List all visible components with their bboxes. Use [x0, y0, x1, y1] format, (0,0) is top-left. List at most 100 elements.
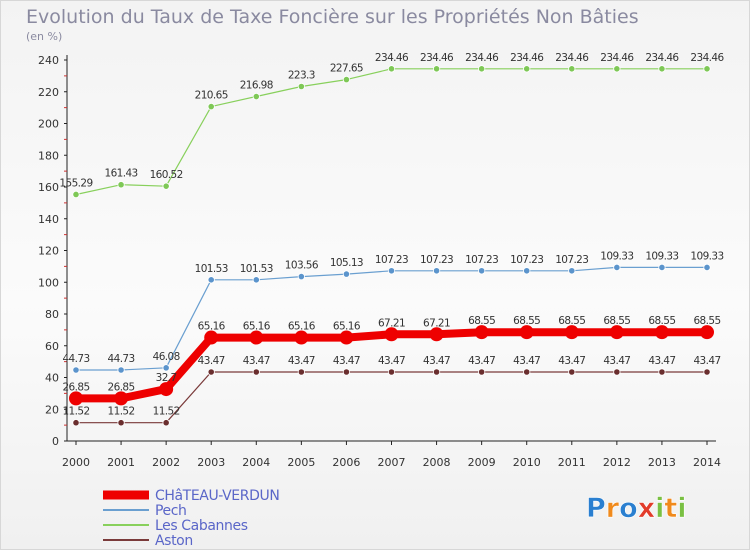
data-point: [523, 65, 531, 73]
y-tick-label: 160: [38, 181, 59, 194]
data-point: [159, 382, 174, 397]
x-tick-label: 2000: [62, 456, 90, 469]
data-label: 234.46: [645, 52, 679, 64]
data-label: 11.52: [108, 406, 135, 418]
data-label: 68.55: [468, 315, 495, 327]
data-point: [297, 368, 305, 376]
data-label: 67.21: [423, 317, 450, 329]
data-point: [117, 181, 125, 189]
data-point: [523, 368, 531, 376]
data-label: 234.46: [465, 52, 499, 64]
data-point: [342, 368, 351, 376]
brand-logo: Proxiti: [586, 493, 687, 525]
data-label: 210.65: [195, 90, 228, 102]
data-point: [613, 263, 621, 272]
data-label: 103.56: [285, 260, 319, 272]
data-point: [474, 325, 489, 340]
y-tick-label: 20: [45, 403, 59, 416]
legend-label: Pech: [155, 503, 187, 519]
data-label: 43.47: [513, 355, 540, 367]
data-point: [432, 65, 441, 73]
data-label: 43.47: [288, 355, 315, 367]
y-tick-label: 180: [38, 149, 59, 162]
data-point: [252, 92, 260, 101]
data-point: [387, 65, 396, 73]
data-label: 109.33: [600, 250, 633, 262]
data-label: 43.47: [378, 355, 405, 367]
data-point: [249, 330, 264, 345]
data-point: [387, 368, 396, 376]
data-point: [342, 76, 351, 84]
x-tick-label: 2008: [423, 456, 451, 469]
data-label: 234.46: [510, 52, 544, 64]
data-point: [703, 65, 711, 73]
y-tick-label: 80: [45, 308, 59, 321]
x-tick-label: 2011: [558, 456, 586, 469]
data-label: 11.52: [62, 406, 89, 418]
data-point: [564, 325, 579, 340]
data-point: [114, 391, 129, 406]
data-label: 43.47: [603, 355, 630, 367]
data-label: 43.47: [423, 355, 450, 367]
y-tick-label: 200: [38, 118, 59, 131]
x-tick-label: 2004: [242, 456, 270, 469]
data-label: 26.85: [108, 381, 135, 393]
data-label: 234.46: [375, 52, 409, 64]
data-label: 223.3: [288, 70, 315, 82]
data-label: 107.23: [465, 254, 498, 266]
data-label: 46.08: [153, 351, 180, 363]
data-label: 101.53: [195, 263, 228, 275]
brand-letter: t: [664, 493, 677, 524]
data-point: [478, 267, 486, 275]
data-label: 160.52: [150, 169, 183, 181]
data-label: 65.16: [333, 321, 361, 333]
data-point: [342, 270, 351, 278]
series-les-cabannes: [72, 65, 711, 199]
data-point: [478, 368, 486, 376]
legend-label: Aston: [155, 533, 193, 549]
data-point: [568, 65, 576, 73]
x-tick-label: 2010: [513, 456, 541, 469]
data-point: [207, 368, 215, 376]
data-label: 234.46: [420, 52, 454, 64]
data-point: [703, 263, 711, 272]
data-point: [297, 272, 305, 281]
data-label: 105.13: [330, 257, 363, 269]
data-point: [72, 419, 80, 427]
data-label: 234.46: [600, 52, 634, 64]
y-tick-label: 0: [52, 435, 59, 448]
data-label: 107.23: [510, 254, 543, 266]
data-point: [69, 391, 83, 406]
data-label: 43.47: [558, 355, 585, 367]
y-tick-label: 140: [38, 213, 59, 226]
data-point: [523, 267, 531, 275]
y-tick-label: 40: [45, 372, 59, 385]
data-label: 65.16: [198, 321, 226, 333]
data-point: [252, 368, 260, 376]
data-label: 227.65: [330, 63, 363, 75]
data-point: [568, 267, 576, 275]
data-point: [252, 276, 260, 284]
data-label: 234.46: [690, 52, 724, 64]
data-label: 234.46: [555, 52, 589, 64]
data-point: [429, 327, 444, 342]
data-label: 101.53: [240, 263, 273, 275]
data-label: 43.47: [693, 355, 720, 367]
data-point: [207, 276, 215, 284]
data-point: [609, 325, 624, 340]
y-tick-label: 100: [38, 276, 59, 289]
brand-letter: i: [655, 493, 664, 524]
data-label: 67.21: [378, 317, 405, 329]
data-label: 43.47: [243, 355, 270, 367]
data-point: [339, 330, 354, 345]
y-tick-label: 120: [38, 245, 59, 258]
data-point: [703, 368, 711, 376]
data-point: [117, 419, 125, 427]
data-label: 43.47: [333, 355, 360, 367]
brand-letter: o: [619, 493, 638, 524]
data-label: 44.73: [108, 353, 135, 365]
x-tick-label: 2005: [287, 456, 315, 469]
data-label: 109.33: [645, 250, 678, 262]
data-point: [207, 102, 215, 111]
